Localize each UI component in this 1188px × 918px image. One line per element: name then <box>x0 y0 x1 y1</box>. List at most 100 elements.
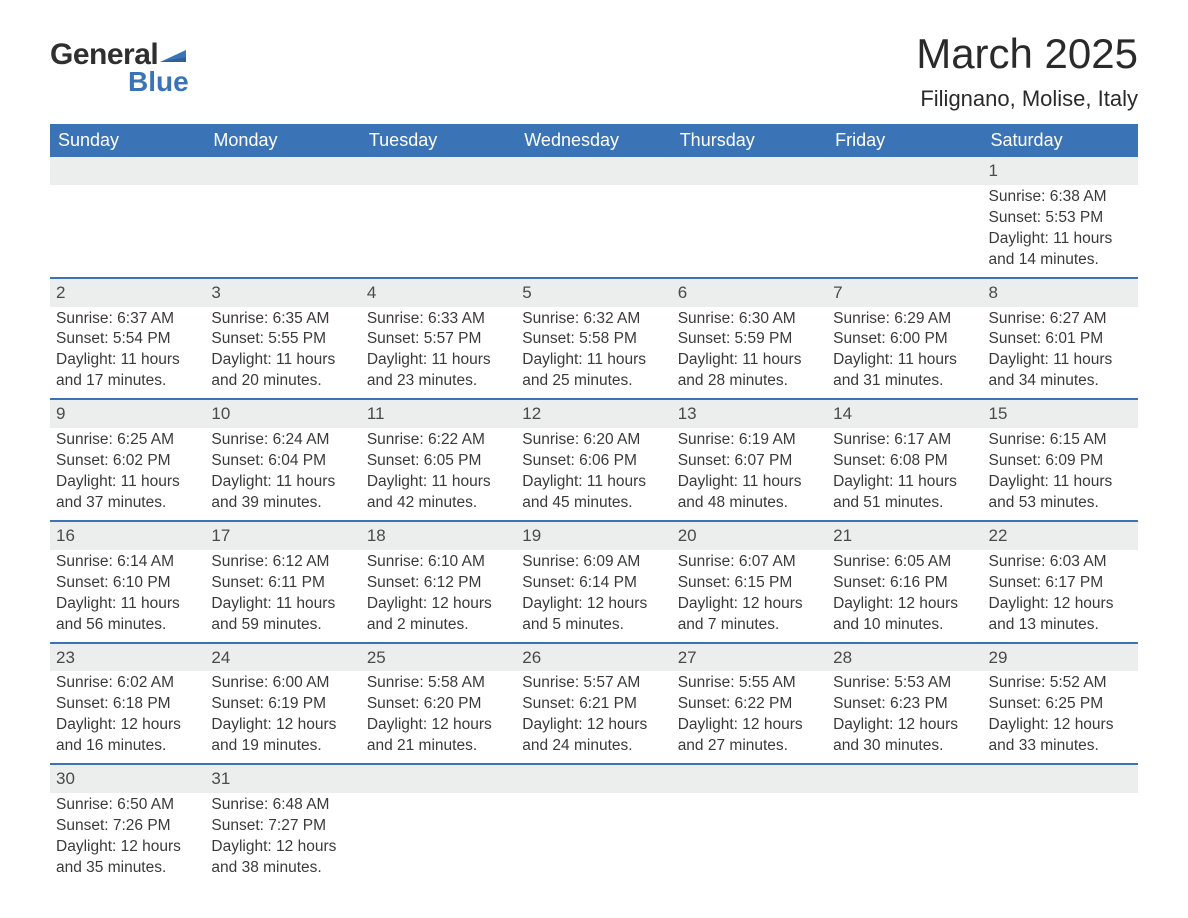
day-number-cell <box>827 157 982 185</box>
daylight-text: Daylight: 12 hours <box>989 715 1130 736</box>
day-info-cell: Sunrise: 6:02 AMSunset: 6:18 PMDaylight:… <box>50 671 205 764</box>
daynum-row: 3031 <box>50 764 1138 793</box>
daylight-text: Daylight: 11 hours <box>833 350 974 371</box>
daylight-text: and 2 minutes. <box>367 615 508 636</box>
sunrise-text: Sunrise: 6:33 AM <box>367 309 508 330</box>
daylight-text: Daylight: 11 hours <box>367 472 508 493</box>
day-info-cell: Sunrise: 6:09 AMSunset: 6:14 PMDaylight:… <box>516 550 671 643</box>
daylight-text: and 20 minutes. <box>211 371 352 392</box>
daylight-text: Daylight: 12 hours <box>211 715 352 736</box>
day-info-cell <box>361 793 516 885</box>
day-info-cell: Sunrise: 6:12 AMSunset: 6:11 PMDaylight:… <box>205 550 360 643</box>
day-number-cell: 6 <box>672 278 827 307</box>
day-number-cell: 15 <box>983 399 1138 428</box>
day-number: 4 <box>361 279 516 307</box>
day-info-cell: Sunrise: 6:20 AMSunset: 6:06 PMDaylight:… <box>516 428 671 521</box>
day-number: 9 <box>50 400 205 428</box>
day-number-cell: 28 <box>827 643 982 672</box>
daylight-text: Daylight: 12 hours <box>522 594 663 615</box>
day-number-cell: 2 <box>50 278 205 307</box>
day-number-cell: 13 <box>672 399 827 428</box>
day-info-cell <box>361 185 516 278</box>
info-row: Sunrise: 6:14 AMSunset: 6:10 PMDaylight:… <box>50 550 1138 643</box>
day-number: 1 <box>983 157 1138 185</box>
sunset-text: Sunset: 5:53 PM <box>989 208 1130 229</box>
day-number-cell: 29 <box>983 643 1138 672</box>
day-info-cell: Sunrise: 6:19 AMSunset: 6:07 PMDaylight:… <box>672 428 827 521</box>
daylight-text: and 5 minutes. <box>522 615 663 636</box>
sunrise-text: Sunrise: 6:15 AM <box>989 430 1130 451</box>
day-number: 11 <box>361 400 516 428</box>
day-number: 19 <box>516 522 671 550</box>
day-number-cell: 26 <box>516 643 671 672</box>
daylight-text: and 39 minutes. <box>211 493 352 514</box>
daylight-text: Daylight: 12 hours <box>56 837 197 858</box>
day-number-cell: 12 <box>516 399 671 428</box>
col-sunday: Sunday <box>50 124 205 157</box>
day-info-cell: Sunrise: 6:25 AMSunset: 6:02 PMDaylight:… <box>50 428 205 521</box>
sunset-text: Sunset: 6:20 PM <box>367 694 508 715</box>
page-title: March 2025 <box>916 30 1138 78</box>
daynum-row: 1 <box>50 157 1138 185</box>
daylight-text: and 17 minutes. <box>56 371 197 392</box>
sunset-text: Sunset: 6:07 PM <box>678 451 819 472</box>
day-info-cell: Sunrise: 5:55 AMSunset: 6:22 PMDaylight:… <box>672 671 827 764</box>
sunset-text: Sunset: 5:54 PM <box>56 329 197 350</box>
day-number-cell: 22 <box>983 521 1138 550</box>
daylight-text: and 10 minutes. <box>833 615 974 636</box>
day-number: 28 <box>827 644 982 672</box>
sunrise-text: Sunrise: 6:14 AM <box>56 552 197 573</box>
daylight-text: and 25 minutes. <box>522 371 663 392</box>
daylight-text: Daylight: 12 hours <box>211 837 352 858</box>
daylight-text: and 7 minutes. <box>678 615 819 636</box>
daylight-text: and 35 minutes. <box>56 858 197 879</box>
day-number-empty <box>672 765 827 793</box>
day-number-cell <box>50 157 205 185</box>
day-info-cell <box>827 793 982 885</box>
sunrise-text: Sunrise: 6:07 AM <box>678 552 819 573</box>
day-number-cell: 17 <box>205 521 360 550</box>
info-row: Sunrise: 6:25 AMSunset: 6:02 PMDaylight:… <box>50 428 1138 521</box>
day-number-cell: 24 <box>205 643 360 672</box>
daylight-text: and 31 minutes. <box>833 371 974 392</box>
sunrise-text: Sunrise: 6:32 AM <box>522 309 663 330</box>
day-number-cell: 3 <box>205 278 360 307</box>
logo-text-blue: Blue <box>128 66 189 98</box>
sunrise-text: Sunrise: 6:19 AM <box>678 430 819 451</box>
sunset-text: Sunset: 6:25 PM <box>989 694 1130 715</box>
daylight-text: Daylight: 11 hours <box>56 472 197 493</box>
sunrise-text: Sunrise: 6:38 AM <box>989 187 1130 208</box>
sunrise-text: Sunrise: 6:35 AM <box>211 309 352 330</box>
daylight-text: Daylight: 11 hours <box>678 472 819 493</box>
sunset-text: Sunset: 6:19 PM <box>211 694 352 715</box>
day-info-cell: Sunrise: 6:24 AMSunset: 6:04 PMDaylight:… <box>205 428 360 521</box>
sunset-text: Sunset: 6:09 PM <box>989 451 1130 472</box>
daylight-text: and 19 minutes. <box>211 736 352 757</box>
sunrise-text: Sunrise: 6:27 AM <box>989 309 1130 330</box>
daylight-text: Daylight: 11 hours <box>678 350 819 371</box>
sunrise-text: Sunrise: 6:20 AM <box>522 430 663 451</box>
day-number-empty <box>672 157 827 185</box>
sunset-text: Sunset: 6:12 PM <box>367 573 508 594</box>
day-info-cell: Sunrise: 5:52 AMSunset: 6:25 PMDaylight:… <box>983 671 1138 764</box>
sunset-text: Sunset: 5:55 PM <box>211 329 352 350</box>
daylight-text: and 24 minutes. <box>522 736 663 757</box>
sunset-text: Sunset: 6:04 PM <box>211 451 352 472</box>
weekday-header-row: Sunday Monday Tuesday Wednesday Thursday… <box>50 124 1138 157</box>
sunset-text: Sunset: 6:15 PM <box>678 573 819 594</box>
daylight-text: and 38 minutes. <box>211 858 352 879</box>
day-info-cell: Sunrise: 6:05 AMSunset: 6:16 PMDaylight:… <box>827 550 982 643</box>
day-info-cell: Sunrise: 6:22 AMSunset: 6:05 PMDaylight:… <box>361 428 516 521</box>
sunrise-text: Sunrise: 6:03 AM <box>989 552 1130 573</box>
daylight-text: Daylight: 11 hours <box>522 350 663 371</box>
daylight-text: Daylight: 11 hours <box>211 472 352 493</box>
daylight-text: and 45 minutes. <box>522 493 663 514</box>
day-info-cell <box>827 185 982 278</box>
sunrise-text: Sunrise: 6:25 AM <box>56 430 197 451</box>
day-number: 23 <box>50 644 205 672</box>
day-number: 20 <box>672 522 827 550</box>
header: General Blue March 2025 Filignano, Molis… <box>50 30 1138 112</box>
day-number-cell: 20 <box>672 521 827 550</box>
day-number: 7 <box>827 279 982 307</box>
daylight-text: Daylight: 11 hours <box>211 594 352 615</box>
